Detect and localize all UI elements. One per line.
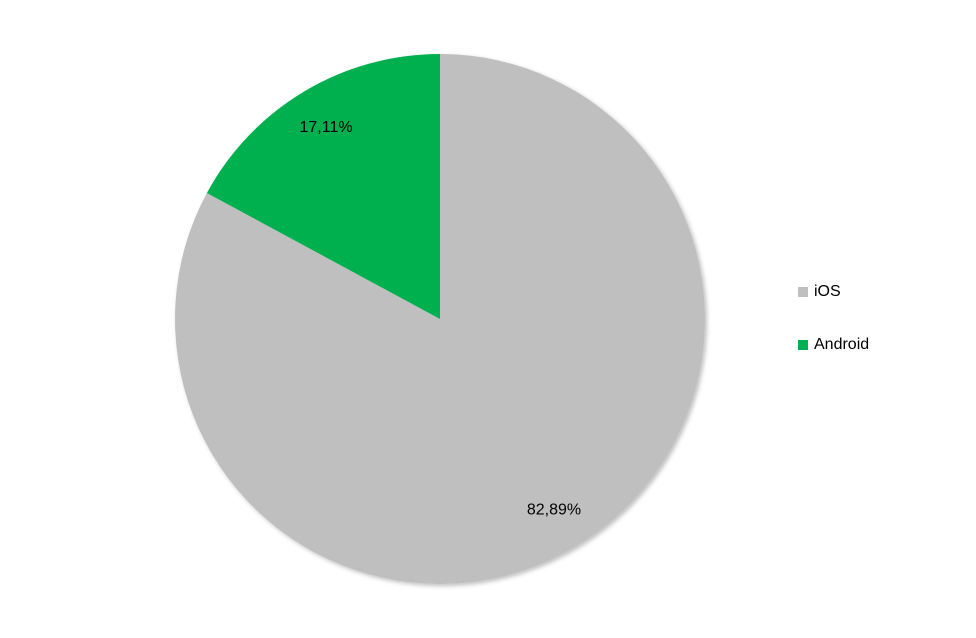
legend-label: iOS [814, 283, 841, 300]
data-label: 82,89% [527, 501, 581, 518]
pie [175, 54, 706, 585]
pie-slice [206, 54, 440, 319]
legend-swatch [798, 340, 808, 350]
legend-label: Android [814, 336, 869, 353]
legend-swatch [798, 287, 808, 297]
data-label: 17,11% [299, 119, 352, 136]
pie-slice [175, 54, 706, 585]
